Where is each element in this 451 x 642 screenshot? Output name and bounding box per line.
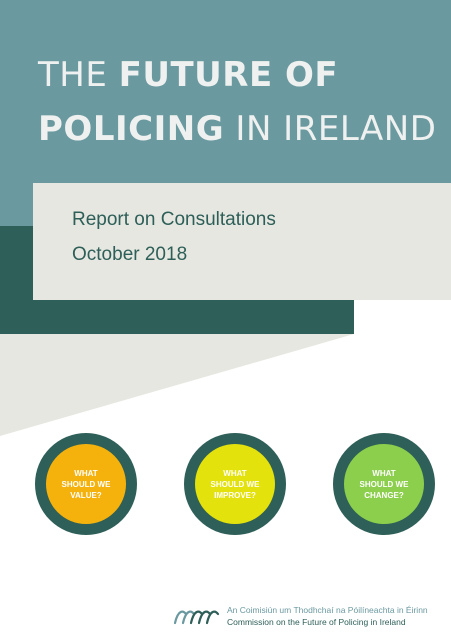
circle-change-fill: WHAT SHOULD WE CHANGE?	[344, 444, 424, 524]
subtitle-report: Report on Consultations	[72, 209, 276, 230]
circle-value-label: WHAT SHOULD WE VALUE?	[61, 468, 111, 500]
subtitle-date: October 2018	[72, 244, 188, 265]
subtitle-box: Report on Consultations October 2018	[33, 183, 451, 300]
circle-improve: WHAT SHOULD WE IMPROVE?	[184, 433, 286, 535]
circle-improve-label: WHAT SHOULD WE IMPROVE?	[210, 468, 260, 500]
circle-change: WHAT SHOULD WE CHANGE?	[333, 433, 435, 535]
circle-change-label: WHAT SHOULD WE CHANGE?	[359, 468, 409, 500]
footer-english-name: Commission on the Future of Policing in …	[227, 617, 406, 627]
circle-improve-fill: WHAT SHOULD WE IMPROVE?	[195, 444, 275, 524]
circle-value-fill: WHAT SHOULD WE VALUE?	[46, 444, 126, 524]
cover-title: THE FUTURE OF POLICING IN IRELAND	[38, 55, 437, 149]
circle-value: WHAT SHOULD WE VALUE?	[35, 433, 137, 535]
commission-logo-icon	[174, 610, 220, 625]
footer-irish-name: An Coimisiún um Thodhchaí na Póilíneacht…	[227, 605, 428, 615]
